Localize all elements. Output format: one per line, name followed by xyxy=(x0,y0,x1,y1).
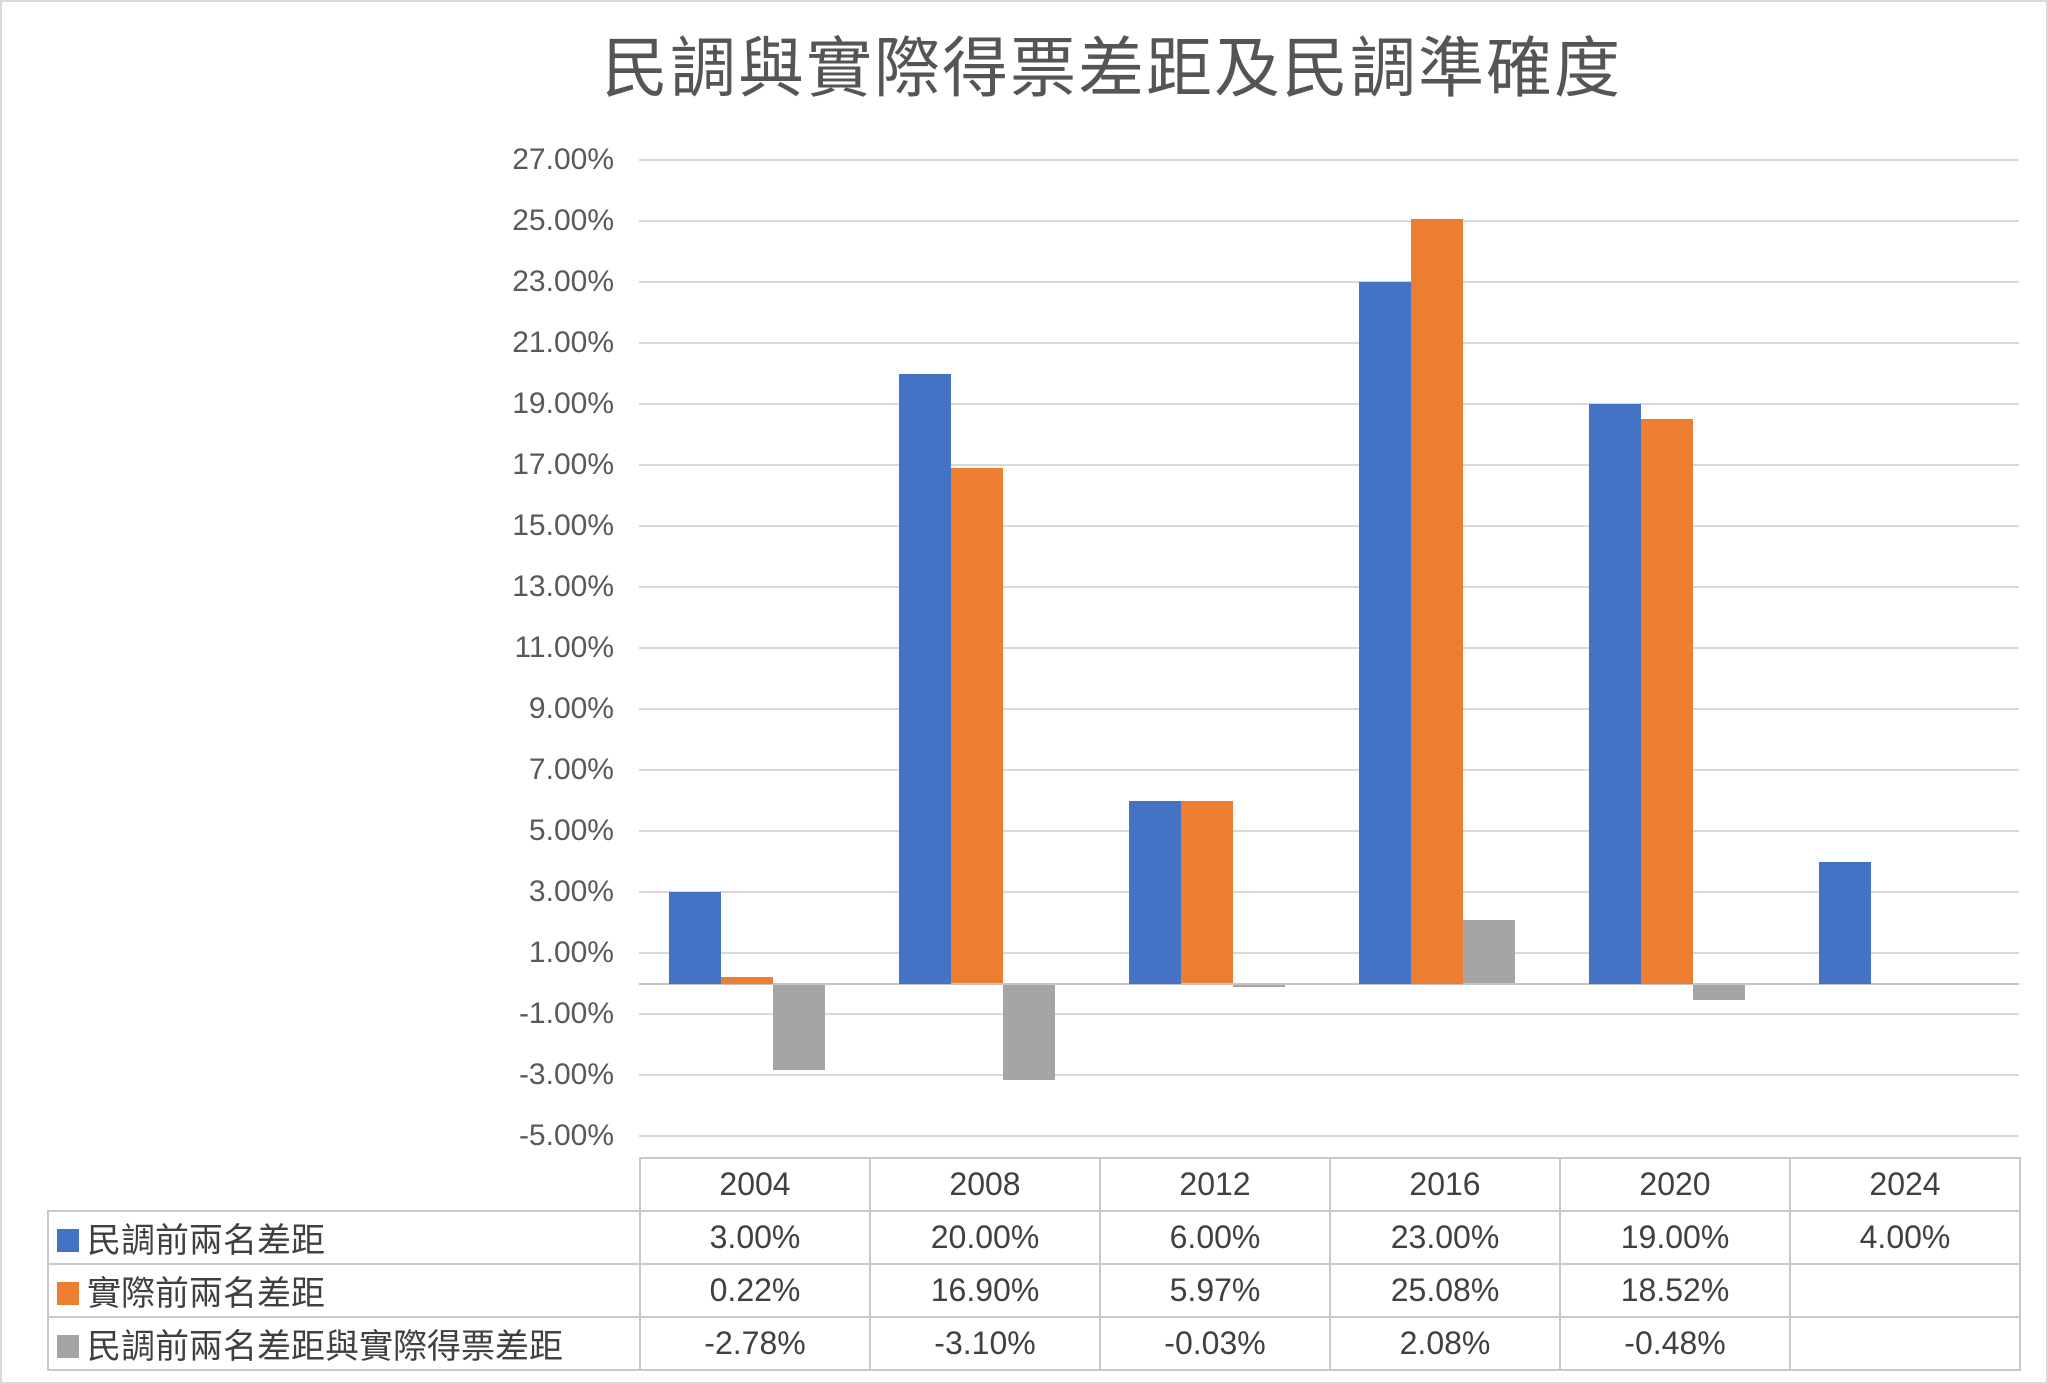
x-axis-line xyxy=(639,983,2019,985)
value-cell-民調前兩名差距-2008: 20.00% xyxy=(869,1210,1101,1265)
gridline-23 xyxy=(639,281,2019,283)
bar-民調前兩名差距與實際得票差距-2016 xyxy=(1463,920,1515,983)
legend-cell-series-1: 實際前兩名差距 xyxy=(47,1263,641,1318)
gridline-21 xyxy=(639,342,2019,344)
table-header-cell-2024: 2024 xyxy=(1789,1157,2021,1212)
value-cell-民調前兩名差距與實際得票差距-2004: -2.78% xyxy=(639,1316,871,1371)
y-axis-tick-label: 23.00% xyxy=(512,265,614,298)
value-cell-民調前兩名差距與實際得票差距-2008: -3.10% xyxy=(869,1316,1101,1371)
gridline--5 xyxy=(639,1135,2019,1137)
legend-cell-series-2: 民調前兩名差距與實際得票差距 xyxy=(47,1316,641,1371)
y-axis-tick-label: 3.00% xyxy=(528,875,614,908)
bar-實際前兩名差距-2020 xyxy=(1641,419,1693,984)
y-axis-tick-label: 17.00% xyxy=(512,448,614,481)
bar-民調前兩名差距-2016 xyxy=(1359,282,1411,984)
gridline--3 xyxy=(639,1074,2019,1076)
bar-民調前兩名差距-2004 xyxy=(669,892,721,984)
value-cell-民調前兩名差距-2024: 4.00% xyxy=(1789,1210,2021,1265)
value-cell-實際前兩名差距-2008: 16.90% xyxy=(869,1263,1101,1318)
table-header-row: 2004 2008 2012 2016 2020 2024 xyxy=(48,1157,2021,1212)
gridline-3 xyxy=(639,891,2019,893)
gridline-5 xyxy=(639,830,2019,832)
value-cell-民調前兩名差距與實際得票差距-2012: -0.03% xyxy=(1099,1316,1331,1371)
value-cell-民調前兩名差距與實際得票差距-2024 xyxy=(1789,1316,2021,1371)
value-cell-民調前兩名差距-2016: 23.00% xyxy=(1329,1210,1561,1265)
data-table: 2004 2008 2012 2016 2020 2024 民調前兩名差距 3.00% 20.0… xyxy=(47,1157,2021,1371)
table-header-cell-2012: 2012 xyxy=(1099,1157,1331,1212)
table-series-row: 實際前兩名差距 0.22% 16.90% 5.97% 25.08% 18.52% xyxy=(47,1263,2021,1318)
y-axis-tick-label: 7.00% xyxy=(528,753,614,786)
table-series-row: 民調前兩名差距 3.00% 20.00% 6.00% 23.00% 19.00% 4.00% xyxy=(47,1210,2021,1265)
bar-民調前兩名差距與實際得票差距-2012 xyxy=(1233,985,1285,987)
table-header-cell-2004: 2004 xyxy=(639,1157,871,1212)
bar-民調前兩名差距-2008 xyxy=(899,374,951,984)
gridline--1 xyxy=(639,1013,2019,1015)
table-header-cell-2016: 2016 xyxy=(1329,1157,1561,1212)
value-cell-民調前兩名差距-2012: 6.00% xyxy=(1099,1210,1331,1265)
table-header-cell-2020: 2020 xyxy=(1559,1157,1791,1212)
y-axis-tick-label: 19.00% xyxy=(512,387,614,420)
legend-series-name: 民調前兩名差距與實際得票差距 xyxy=(87,1328,563,1366)
bar-實際前兩名差距-2016 xyxy=(1411,219,1463,984)
value-cell-實際前兩名差距-2016: 25.08% xyxy=(1329,1263,1561,1318)
y-axis-tick-label: -5.00% xyxy=(518,1119,614,1152)
y-axis-tick-label: 21.00% xyxy=(512,326,614,359)
y-axis-tick-label: 13.00% xyxy=(512,570,614,603)
y-axis-tick-label: 15.00% xyxy=(512,509,614,542)
legend-swatch-icon xyxy=(57,1228,79,1252)
bar-民調前兩名差距與實際得票差距-2004 xyxy=(773,985,825,1070)
y-axis-tick-label: 9.00% xyxy=(528,692,614,725)
value-cell-民調前兩名差距與實際得票差距-2020: -0.48% xyxy=(1559,1316,1791,1371)
table-series-row: 民調前兩名差距與實際得票差距 -2.78% -3.10% -0.03% 2.08% -0.… xyxy=(47,1316,2021,1371)
gridline-15 xyxy=(639,525,2019,527)
y-axis-tick-label: -3.00% xyxy=(518,1058,614,1091)
legend-swatch-icon xyxy=(57,1334,79,1358)
y-axis-tick-label: 1.00% xyxy=(528,936,614,969)
chart-title: 民調與實際得票差距及民調準確度 xyxy=(602,31,1622,105)
legend-series-name: 民調前兩名差距 xyxy=(87,1222,325,1260)
bar-民調前兩名差距-2020 xyxy=(1589,404,1641,984)
value-cell-實際前兩名差距-2012: 5.97% xyxy=(1099,1263,1331,1318)
gridline-27 xyxy=(639,159,2019,161)
y-axis-tick-label: 25.00% xyxy=(512,204,614,237)
gridline-13 xyxy=(639,586,2019,588)
y-axis-tick-label: 11.00% xyxy=(514,631,614,664)
gridline-9 xyxy=(639,708,2019,710)
gridline-1 xyxy=(639,952,2019,954)
bar-民調前兩名差距-2024 xyxy=(1819,862,1871,984)
legend-swatch-icon xyxy=(57,1281,79,1305)
gridline-7 xyxy=(639,769,2019,771)
value-cell-民調前兩名差距與實際得票差距-2016: 2.08% xyxy=(1329,1316,1561,1371)
value-cell-實際前兩名差距-2004: 0.22% xyxy=(639,1263,871,1318)
legend-series-name: 實際前兩名差距 xyxy=(87,1275,325,1313)
bar-民調前兩名差距與實際得票差距-2020 xyxy=(1693,985,1745,1000)
gridline-17 xyxy=(639,464,2019,466)
y-axis-tick-label: 5.00% xyxy=(528,814,614,847)
table-corner-cell xyxy=(48,1158,641,1212)
value-cell-民調前兩名差距-2004: 3.00% xyxy=(639,1210,871,1265)
bar-民調前兩名差距-2012 xyxy=(1129,801,1181,984)
gridline-11 xyxy=(639,647,2019,649)
value-cell-實際前兩名差距-2020: 18.52% xyxy=(1559,1263,1791,1318)
gridline-19 xyxy=(639,403,2019,405)
value-cell-民調前兩名差距-2020: 19.00% xyxy=(1559,1210,1791,1265)
bar-民調前兩名差距與實際得票差距-2008 xyxy=(1003,985,1055,1080)
legend-cell-series-0: 民調前兩名差距 xyxy=(47,1210,641,1265)
value-cell-實際前兩名差距-2024 xyxy=(1789,1263,2021,1318)
y-axis-tick-label: -1.00% xyxy=(518,997,614,1030)
bar-實際前兩名差距-2012 xyxy=(1181,801,1233,983)
bar-實際前兩名差距-2004 xyxy=(721,977,773,984)
y-axis-tick-label: 27.00% xyxy=(512,143,614,176)
gridline-25 xyxy=(639,220,2019,222)
table-header-cell-2008: 2008 xyxy=(869,1157,1101,1212)
bar-實際前兩名差距-2008 xyxy=(951,468,1003,983)
